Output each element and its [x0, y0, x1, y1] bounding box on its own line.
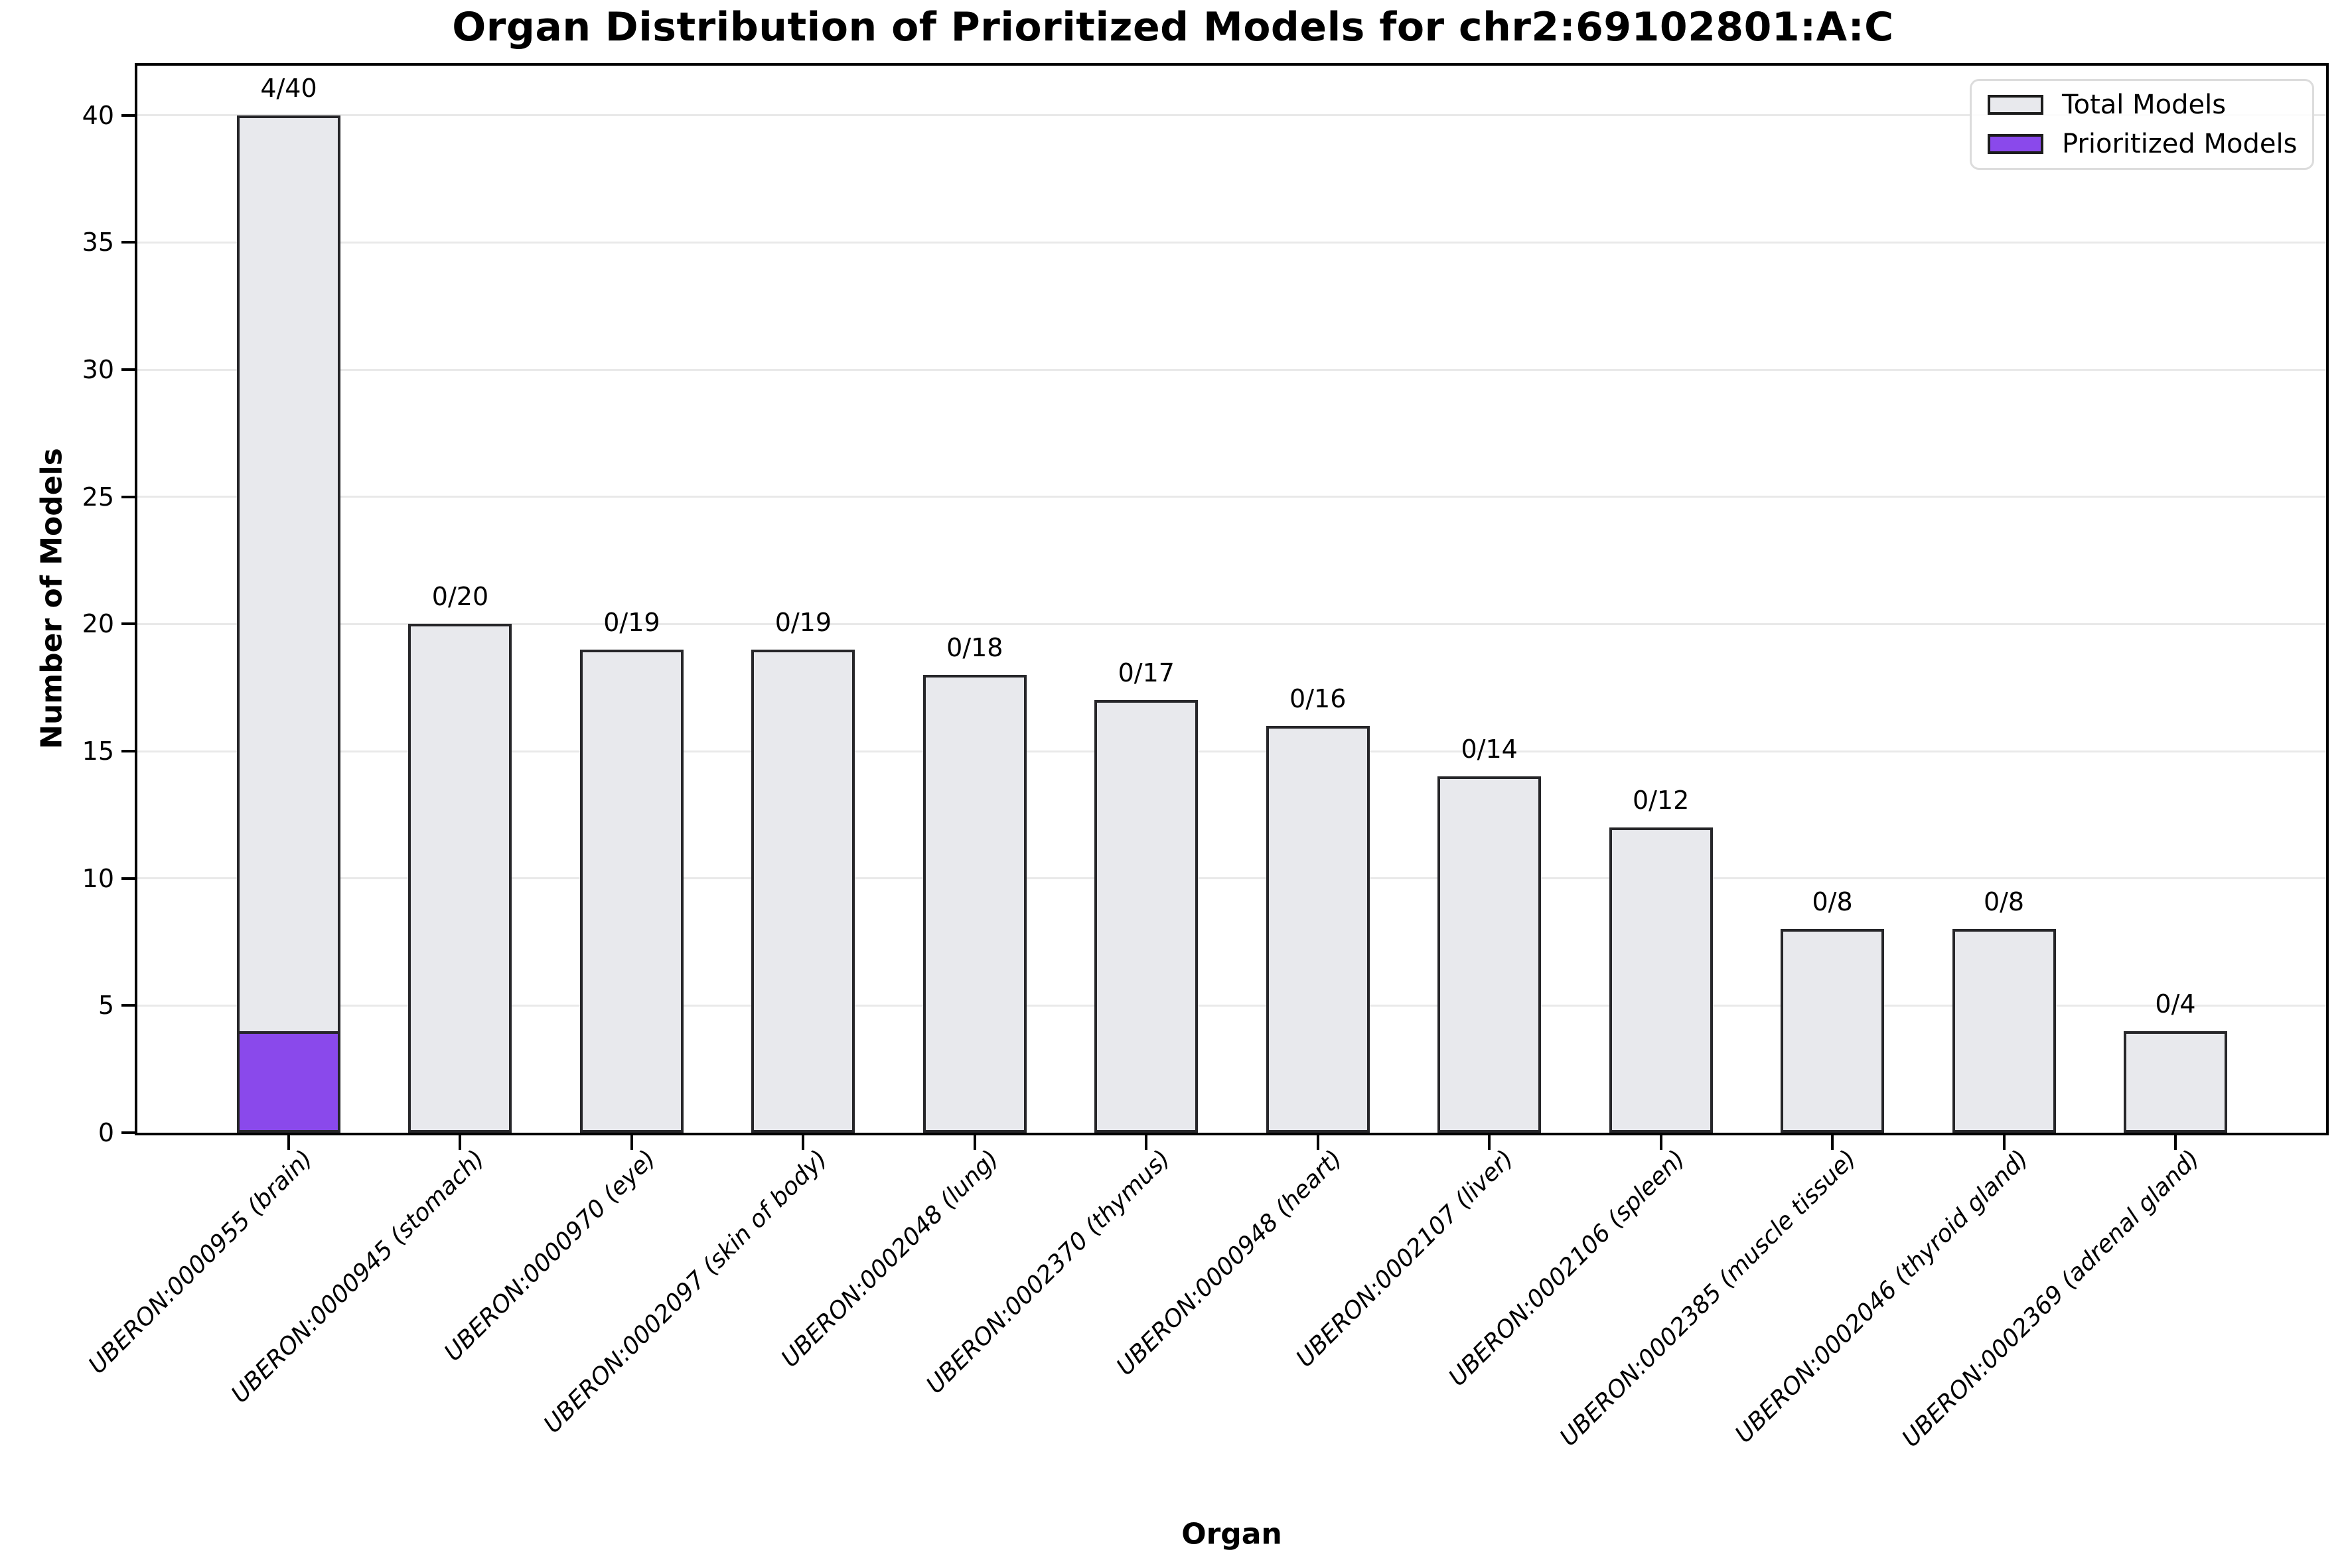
y-tick-mark [121, 877, 136, 880]
x-tick-mark [1145, 1135, 1148, 1150]
x-tick-mark [2173, 1135, 2177, 1150]
bar-total [2123, 1031, 2227, 1133]
bar-value-label: 0/8 [1812, 887, 1853, 917]
x-tick-mark [1659, 1135, 1662, 1150]
y-tick-mark [121, 241, 136, 244]
legend-label-total-models: Total Models [2062, 90, 2227, 121]
x-tick-mark [459, 1135, 462, 1150]
gridline [136, 877, 2327, 880]
bar-value-label: 0/17 [1118, 658, 1175, 688]
x-tick-mark [287, 1135, 290, 1150]
bar-total [1437, 776, 1542, 1133]
legend-label-prioritized-models: Prioritized Models [2062, 128, 2298, 159]
bar-value-label: 0/14 [1461, 735, 1518, 764]
x-tick-mark [2002, 1135, 2006, 1150]
bar-prioritized [237, 1031, 340, 1133]
x-tick-label: UBERON:0002097 (skin of body) [539, 1145, 833, 1439]
bar-value-label: 0/16 [1289, 683, 1347, 713]
x-tick-mark [973, 1135, 976, 1150]
x-tick-mark [802, 1135, 805, 1150]
bar-value-label: 4/40 [260, 73, 317, 103]
x-tick-mark [1831, 1135, 1834, 1150]
bar-total [922, 675, 1027, 1133]
legend-swatch-total-models [1988, 95, 2043, 115]
bar-total [1781, 929, 1885, 1133]
bar-total [1952, 929, 2056, 1133]
y-tick-label: 30 [82, 355, 114, 384]
bar-value-label: 0/8 [1983, 887, 2025, 917]
y-tick-mark [121, 622, 136, 626]
y-tick-mark [121, 113, 136, 117]
bar-value-label: 0/19 [603, 607, 660, 637]
x-tick-label: UBERON:0002385 (muscle tissue) [1555, 1145, 1862, 1452]
bar-total [408, 624, 512, 1133]
bar-total [1609, 827, 1713, 1133]
x-tick-mark [1316, 1135, 1319, 1150]
y-tick-label: 35 [82, 228, 114, 257]
bar-value-label: 0/18 [946, 633, 1003, 662]
bar-value-label: 0/12 [1632, 786, 1690, 815]
legend-entry-prioritized: Prioritized Models [1988, 128, 2298, 159]
y-tick-label: 20 [82, 609, 114, 639]
x-tick-mark [1488, 1135, 1491, 1150]
y-tick-label: 10 [82, 863, 114, 893]
gridline [136, 114, 2327, 117]
legend-swatch-prioritized-models [1988, 133, 2043, 154]
x-tick-label: UBERON:0002369 (adrenal gland) [1897, 1145, 2205, 1453]
bar-total [1266, 725, 1370, 1133]
y-tick-mark [121, 1004, 136, 1007]
y-tick-mark [121, 368, 136, 371]
bar-value-label: 0/19 [774, 607, 832, 637]
bar-value-label: 0/4 [2155, 989, 2196, 1019]
y-tick-label: 25 [82, 482, 114, 512]
y-tick-mark [121, 495, 136, 498]
y-tick-mark [121, 750, 136, 752]
bar-value-label: 0/20 [431, 582, 489, 612]
bar-total [579, 649, 684, 1133]
legend: Total Models Prioritized Models [1970, 79, 2314, 170]
gridline [136, 496, 2327, 498]
x-axis-label: Organ [1181, 1517, 1282, 1551]
gridline [136, 368, 2327, 371]
y-tick-mark [121, 1131, 136, 1134]
x-tick-mark [630, 1135, 633, 1150]
bar-total [1094, 700, 1199, 1133]
gridline [136, 1004, 2327, 1007]
chart-title: Organ Distribution of Prioritized Models… [452, 4, 1894, 50]
gridline [136, 241, 2327, 244]
gridline [136, 622, 2327, 625]
bar-total [237, 115, 340, 1133]
x-tick-label: UBERON:0002046 (thyroid gland) [1729, 1145, 2033, 1449]
y-tick-label: 5 [98, 991, 114, 1021]
y-tick-label: 15 [82, 737, 114, 766]
y-tick-label: 40 [82, 100, 114, 130]
bar-total [751, 649, 855, 1133]
legend-entry-total: Total Models [1988, 90, 2296, 119]
y-tick-label: 0 [98, 1118, 114, 1147]
gridline [136, 750, 2327, 752]
